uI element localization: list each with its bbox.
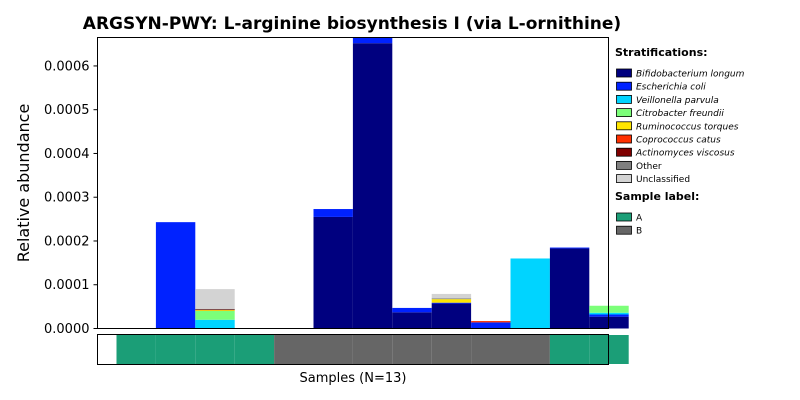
y-tick-label: 0.0004	[44, 147, 90, 162]
legend-label: Bifidobacterium longum	[636, 70, 745, 80]
sample-label-cell-4	[234, 335, 275, 364]
legend-label: Ruminococcus torques	[636, 122, 739, 132]
sample-label-cell-9	[431, 335, 472, 364]
legend-swatch	[616, 160, 632, 170]
legend-swatch	[616, 68, 632, 78]
bar-segment-s9-bifidobacterium-longum	[431, 303, 472, 329]
sample-label-strip	[116, 335, 629, 364]
bar-segment-s3-citrobacter-freundii	[195, 311, 235, 320]
legend-swatch	[616, 174, 632, 184]
x-axis-label: Samples (N=13)	[300, 371, 407, 386]
legend-label: Coprococcus catus	[636, 136, 721, 146]
legend-sample-labels: AB	[616, 212, 643, 237]
legend-label: Other	[636, 162, 662, 172]
legend-swatch	[616, 81, 632, 91]
bar-segment-s3-ruminococcus-torques	[195, 310, 235, 311]
plot-frame	[97, 37, 609, 329]
bar-segment-s7-bifidobacterium-longum	[352, 43, 393, 329]
sample-label-cell-1	[116, 335, 156, 364]
bar-segment-s9-ruminococcus-torques	[431, 299, 472, 303]
legend-sample-swatch	[616, 212, 632, 222]
y-axis-label: Relative abundance	[14, 104, 33, 263]
y-tick-label: 0.0002	[44, 234, 90, 249]
y-tick-label: 0.0005	[44, 103, 90, 118]
strip-frame	[97, 334, 609, 365]
bar-segment-s7-escherichia-coli	[352, 37, 393, 44]
legend-label: Unclassified	[636, 175, 690, 185]
sample-label-cell-5	[274, 335, 314, 364]
sample-label-cell-7	[352, 335, 393, 364]
sample-label-cell-12	[549, 335, 590, 364]
sample-label-cell-2	[155, 335, 196, 364]
legend-swatch	[616, 95, 632, 104]
bar-segment-s6-escherichia-coli	[313, 209, 353, 217]
sample-label-cell-3	[195, 335, 235, 364]
legend-sample-label: B	[636, 227, 642, 237]
bar-segment-s8-escherichia-coli	[392, 307, 432, 313]
legend-label: Veillonella parvula	[636, 96, 719, 106]
y-tick-label: 0.0000	[44, 322, 90, 337]
bar-segment-s3-unclassified	[195, 289, 235, 309]
legend-swatch	[616, 134, 632, 144]
bar-segment-s12-escherichia-coli	[549, 247, 590, 249]
bar-segment-s6-bifidobacterium-longum	[313, 216, 353, 329]
sample-label-cell-6	[313, 335, 353, 364]
bar-segment-s2-escherichia-coli	[155, 222, 196, 329]
y-tick-label: 0.0006	[44, 59, 90, 74]
legend-label: Actinomyces viscosus	[635, 149, 735, 159]
bar-segment-s10-escherichia-coli	[471, 322, 511, 329]
legend: Stratifications: Bifidobacterium longum E…	[615, 46, 745, 237]
bar-segment-s3-actinomyces-viscosus	[195, 309, 235, 311]
bar-segment-s3-veillonella-parvula	[195, 319, 235, 329]
legend-label: Citrobacter freundii	[636, 109, 724, 119]
bar-segment-s8-bifidobacterium-longum	[392, 312, 432, 329]
legend-label: Escherichia coli	[636, 83, 706, 93]
bar-segment-s12-bifidobacterium-longum	[549, 248, 590, 329]
legend-swatch	[616, 121, 632, 131]
sample-label-cell-8	[392, 335, 432, 364]
bar-segment-s10-coprococcus-catus	[471, 321, 511, 323]
bar-segment-s9-other	[431, 298, 472, 300]
sample-label-cell-10	[471, 335, 511, 364]
legend-swatch	[616, 108, 632, 117]
legend-sample-label: A	[636, 214, 643, 224]
chart-title: ARGSYN-PWY: L-arginine biosynthesis I (v…	[83, 14, 621, 34]
legend-stratifications-title: Stratifications:	[615, 46, 708, 59]
bar-area	[155, 37, 629, 329]
bar-segment-s9-escherichia-coli	[431, 302, 472, 304]
sample-label-cell-11	[510, 335, 550, 364]
legend-sample-label-title: Sample label:	[615, 190, 699, 203]
legend-stratifications: Bifidobacterium longum Escherichia coli Ve…	[616, 68, 745, 185]
bar-segment-s11-veillonella-parvula	[510, 258, 550, 329]
bar-segment-s3-other	[195, 308, 235, 310]
y-tick-label: 0.0003	[44, 191, 90, 206]
y-axis: 0.0000 0.0001 0.0002 0.0003 0.0004 0.0005 0.00…	[44, 59, 98, 337]
bar-segment-s9-unclassified	[431, 293, 472, 299]
legend-sample-swatch	[616, 225, 632, 235]
legend-swatch	[616, 147, 632, 157]
y-tick-label: 0.0001	[44, 278, 90, 293]
